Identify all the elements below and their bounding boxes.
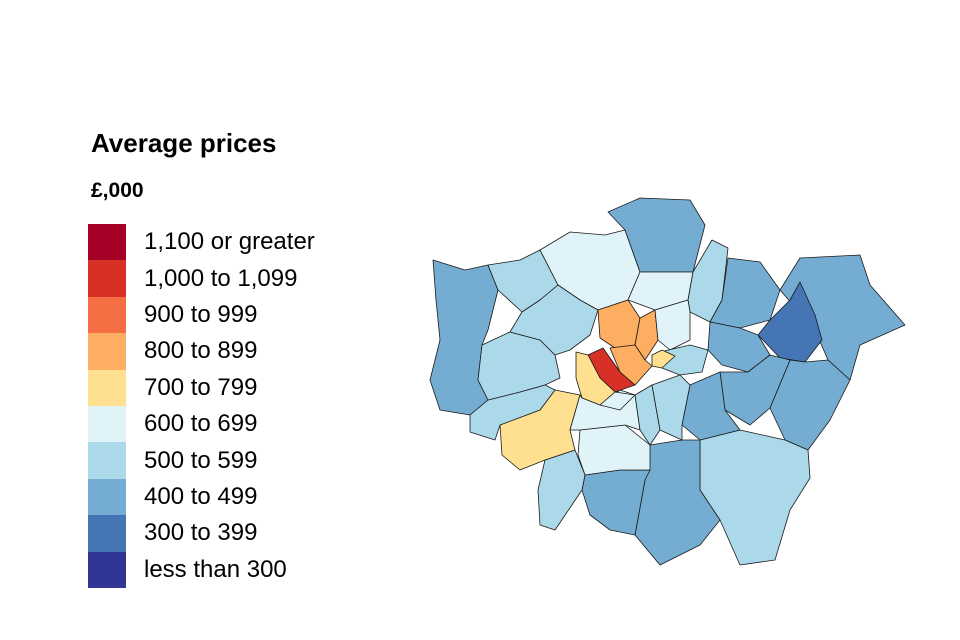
- legend-item: 1,000 to 1,099: [88, 260, 315, 297]
- borough-city-of-london[interactable]: [651, 349, 676, 369]
- legend-swatch: [88, 478, 126, 516]
- legend-swatch: [88, 405, 126, 443]
- legend-item: 400 to 499: [88, 478, 315, 516]
- legend-unit: £,000: [91, 179, 144, 202]
- borough-wandsworth-fill: [599, 391, 636, 411]
- legend-item: less than 300: [88, 551, 315, 588]
- borough-enfield[interactable]: [607, 197, 706, 273]
- legend-title: Average prices: [91, 128, 277, 158]
- borough-southwark[interactable]: [651, 374, 691, 441]
- borough-kingston[interactable]: [537, 449, 586, 531]
- legend-swatch: [88, 224, 126, 261]
- legend-item: 500 to 599: [88, 442, 315, 479]
- legend-swatch: [88, 296, 126, 334]
- legend-swatch: [88, 260, 126, 297]
- legend-item: 1,100 or greater: [88, 224, 315, 261]
- legend-swatch: [88, 551, 126, 588]
- borough-bexley[interactable]: [769, 359, 851, 451]
- legend-item: 800 to 899: [88, 333, 315, 370]
- legend-label: 500 to 599: [144, 446, 258, 474]
- legend-label: 300 to 399: [144, 519, 258, 547]
- legend-item: 900 to 999: [88, 296, 315, 334]
- borough-barking-dagenham[interactable]: [757, 281, 823, 363]
- borough-hackney[interactable]: [654, 299, 691, 351]
- legend-swatch: [88, 515, 126, 552]
- legend-item: 600 to 699: [88, 405, 315, 443]
- borough-bromley[interactable]: [699, 429, 811, 566]
- legend-label: 1,000 to 1,099: [144, 264, 298, 292]
- legend-label: 400 to 499: [144, 482, 258, 510]
- legend-label: less than 300: [144, 555, 287, 583]
- legend-label: 600 to 699: [144, 410, 258, 438]
- borough-islington[interactable]: [634, 309, 659, 361]
- borough-greenwich[interactable]: [719, 354, 791, 426]
- legend-swatch: [88, 369, 126, 406]
- borough-merton[interactable]: [577, 424, 651, 476]
- legend-swatch: [88, 333, 126, 370]
- legend-item: 700 to 799: [88, 369, 315, 406]
- legend-swatch: [88, 442, 126, 479]
- borough-lambeth[interactable]: [634, 384, 661, 446]
- borough-havering[interactable]: [779, 254, 906, 381]
- legend-item: 300 to 399: [88, 515, 315, 552]
- legend-label: 700 to 799: [144, 373, 258, 401]
- borough-brent[interactable]: [509, 284, 599, 356]
- legend-label: 1,100 or greater: [144, 228, 315, 256]
- legend-label: 800 to 899: [144, 337, 258, 365]
- legend: 1,100 or greater 1,000 to 1,099 900 to 9…: [88, 224, 315, 588]
- legend-label: 900 to 999: [144, 300, 258, 328]
